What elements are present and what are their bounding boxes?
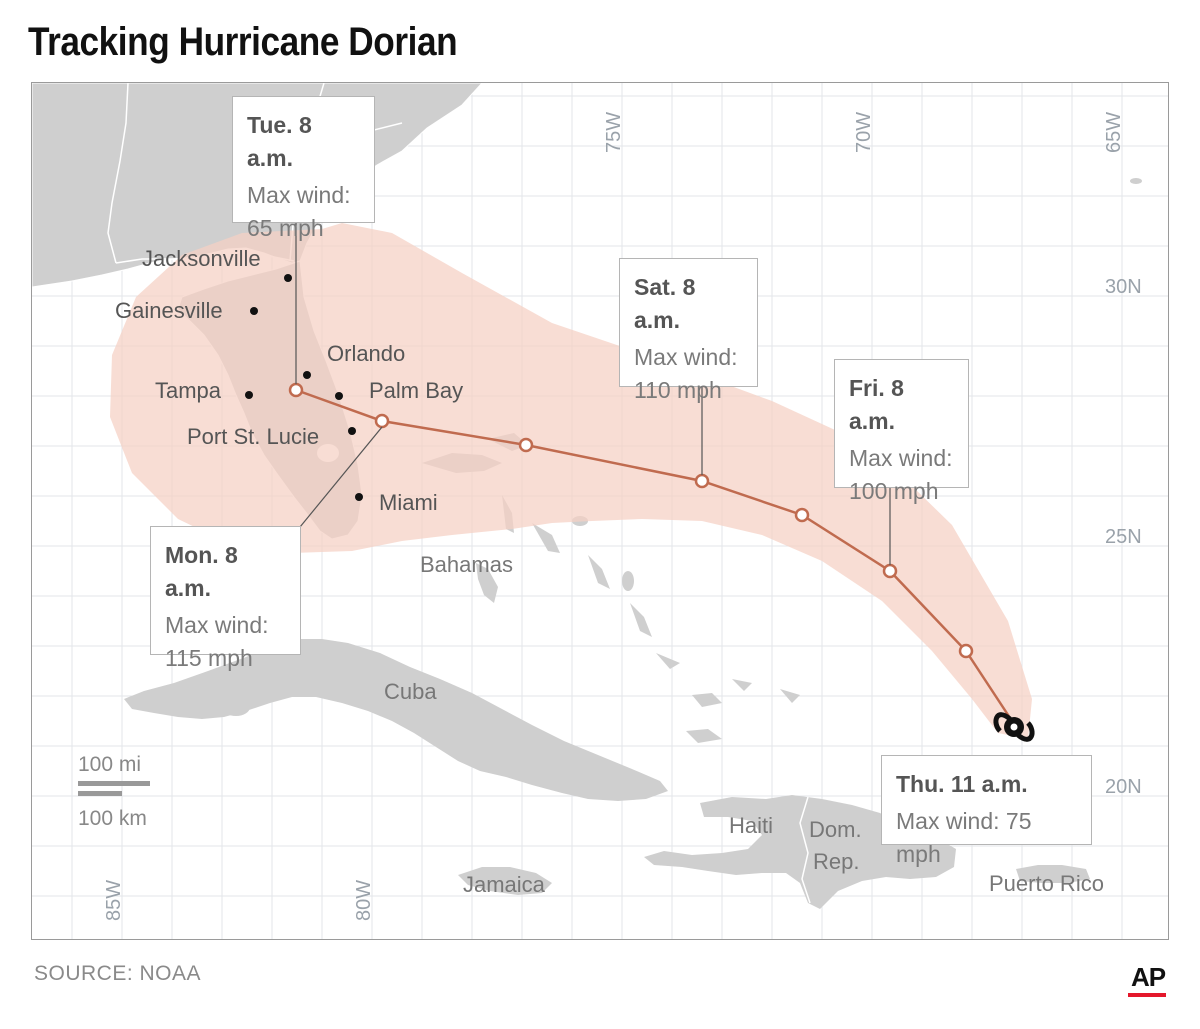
callout-thu-wind: Max wind: 75 mph: [896, 808, 1032, 867]
callout-sat-time: Sat. 8 a.m.: [634, 274, 696, 333]
region-label-bahamas: Bahamas: [420, 552, 513, 577]
track-point-sat: [694, 473, 710, 489]
lat-label-30n: 30N: [1105, 276, 1142, 298]
city-dot-jacksonville: [284, 274, 292, 282]
haiti-dr-border: [799, 796, 811, 904]
region-label-jamaica: Jamaica: [463, 872, 546, 897]
city-label-gainesville: Gainesville: [115, 298, 223, 323]
lon-label-85w: 85W: [103, 880, 125, 921]
forecast-track: [295, 388, 1016, 725]
city-label-jacksonville: Jacksonville: [142, 246, 261, 271]
callout-tue-wind: 65 mph: [247, 215, 324, 241]
lat-label-20n: 20N: [1105, 776, 1142, 798]
callout-sat: Sat. 8 a.m. Max wind: 110 mph: [619, 258, 758, 403]
lat-label-25n: 25N: [1105, 526, 1142, 548]
cuba-land: [124, 639, 668, 801]
scale-label-miles: 100 mi: [78, 753, 141, 776]
lon-label-70w: 70W: [853, 112, 875, 153]
city-dot-port-st-lucie: [348, 427, 356, 435]
lon-label-75w: 75W: [603, 112, 625, 153]
track-point-sun: [518, 437, 534, 453]
region-label-dom: Dom.: [809, 817, 862, 842]
page-title: Tracking Hurricane Dorian: [28, 20, 458, 64]
callout-mon: Mon. 8 a.m. Max wind: 115 mph: [150, 526, 301, 671]
region-label-puerto-rico: Puerto Rico: [989, 871, 1104, 896]
callout-mon-label: Max wind:: [165, 612, 269, 638]
hispaniola-land: [644, 795, 956, 909]
callout-thu-time: Thu. 11 a.m.: [896, 771, 1028, 797]
city-dot-palm-bay: [335, 392, 343, 400]
ap-logo-text: AP: [1130, 962, 1166, 992]
city-dot-orlando: [303, 371, 311, 379]
scale-label-km: 100 km: [78, 807, 147, 830]
callout-tue-label: Max wind:: [247, 182, 351, 208]
city-dot-gainesville: [250, 307, 258, 315]
lon-label-80w: 80W: [353, 880, 375, 921]
region-label-rep: Rep.: [813, 849, 859, 874]
callout-mon-time: Mon. 8 a.m.: [165, 542, 238, 601]
callout-tue: Tue. 8 a.m. Max wind: 65 mph: [232, 96, 375, 241]
callout-leaders: [295, 221, 891, 565]
callout-fri: Fri. 8 a.m. Max wind: 100 mph: [834, 359, 969, 504]
callout-tue-time: Tue. 8 a.m.: [247, 112, 312, 171]
city-label-miami: Miami: [379, 490, 438, 515]
city-label-port-st-lucie: Port St. Lucie: [187, 424, 319, 449]
callout-fri-label: Max wind:: [849, 445, 953, 471]
isle-of-youth: [222, 698, 250, 716]
lon-label-65w: 65W: [1103, 112, 1125, 153]
map: Jacksonville Gainesville Orlando Tampa P…: [31, 82, 1169, 940]
callout-fri-time: Fri. 8 a.m.: [849, 375, 904, 434]
forecast-cone: [110, 223, 1032, 739]
ap-logo-bar: [1128, 993, 1166, 997]
callout-sat-wind: 110 mph: [634, 377, 722, 403]
region-label-haiti: Haiti: [729, 813, 773, 838]
city-dot-tampa: [245, 391, 253, 399]
callout-thu: Thu. 11 a.m. Max wind: 75 mph: [881, 755, 1092, 867]
city-label-palm-bay: Palm Bay: [369, 378, 463, 403]
callout-mon-wind: 115 mph: [165, 645, 253, 671]
track-point-sat-pm: [794, 507, 810, 523]
track-point-fri-am: [958, 643, 974, 659]
city-label-orlando: Orlando: [327, 341, 405, 366]
track-point-mon: [374, 413, 390, 429]
jamaica-land: [458, 867, 552, 895]
puerto-rico-land: [1016, 865, 1090, 883]
ap-logo: AP: [1128, 962, 1168, 998]
source-credit: SOURCE: NOAA: [34, 962, 202, 985]
region-label-cuba: Cuba: [384, 679, 437, 704]
scale-bar: 100 mi 100 km: [78, 753, 150, 830]
track-point-tue: [288, 382, 304, 398]
callout-fri-wind: 100 mph: [849, 478, 939, 504]
hurricane-icon: [993, 712, 1035, 742]
track-point-fri: [882, 563, 898, 579]
city-dot-miami: [355, 493, 363, 501]
city-label-tampa: Tampa: [155, 378, 222, 403]
callout-sat-label: Max wind:: [634, 344, 738, 370]
